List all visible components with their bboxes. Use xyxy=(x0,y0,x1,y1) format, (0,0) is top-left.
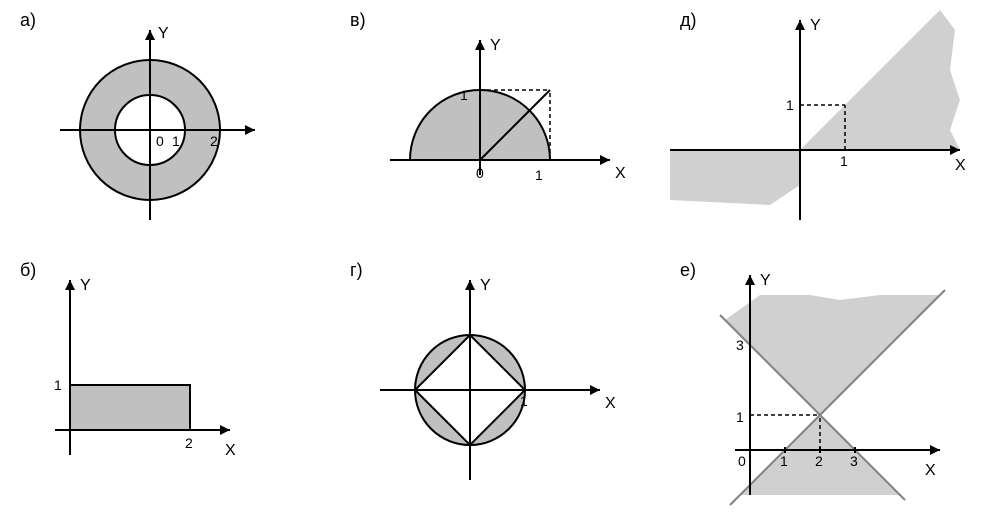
panel-v-figure: X Y 0 1 1 xyxy=(340,10,640,230)
panel-a-label: а) xyxy=(20,10,36,31)
origin-label: 0 xyxy=(738,453,746,469)
y-axis-arrow xyxy=(465,280,475,290)
rect-region xyxy=(70,385,190,430)
x-tick-label: 2 xyxy=(185,435,193,451)
x-tick-label: 1 xyxy=(840,153,848,169)
y-tick-1: 1 xyxy=(736,409,744,425)
y-axis-label: Y xyxy=(490,37,501,54)
panel-e: е) X Y 0 xyxy=(670,260,983,510)
y-axis-label: Y xyxy=(158,25,169,42)
x-axis-label: X xyxy=(225,442,236,459)
y-axis-label: Y xyxy=(80,277,91,294)
origin-label: 0 xyxy=(476,165,484,181)
panel-b-label: б) xyxy=(20,260,36,281)
x-axis-label: X xyxy=(925,462,936,479)
y-axis-label: Y xyxy=(810,17,821,34)
y-tick-label: 1 xyxy=(54,377,62,393)
inner-radius-label: 1 xyxy=(172,133,180,149)
origin-label: 0 xyxy=(156,133,164,149)
x-axis-arrow xyxy=(590,385,600,395)
panel-v-label: в) xyxy=(350,10,366,31)
panel-e-figure: X Y 0 1 2 3 1 3 xyxy=(670,260,980,510)
panel-a: а) X Y 0 1 2 xyxy=(10,10,340,260)
x-axis-label: X xyxy=(955,157,966,174)
y-tick-label: 1 xyxy=(786,97,794,113)
y-axis-arrow xyxy=(745,275,755,285)
x-axis-label: X xyxy=(615,165,626,182)
panel-d-figure: X Y 1 1 xyxy=(670,10,970,240)
y-axis-arrow xyxy=(795,20,805,30)
y-axis-arrow xyxy=(65,280,75,290)
y-tick-label: 1 xyxy=(460,87,468,103)
x-tick-1: 1 xyxy=(780,453,788,469)
panel-a-figure: X Y 0 1 2 xyxy=(10,10,260,240)
x-tick-2: 2 xyxy=(815,453,823,469)
panel-d-label: д) xyxy=(680,10,697,31)
panel-g: г) X Y 1 xyxy=(340,260,670,510)
region-lower-left xyxy=(670,150,800,205)
x-tick-label: 1 xyxy=(535,167,543,183)
y-tick-3: 3 xyxy=(736,337,744,353)
region-upper-right xyxy=(800,10,960,150)
x-tick-3: 3 xyxy=(850,453,858,469)
radius-label: 1 xyxy=(520,393,528,409)
y-axis-arrow xyxy=(145,30,155,40)
panel-v: в) X Y 0 1 1 xyxy=(340,10,670,260)
panel-d: д) X Y 1 1 xyxy=(670,10,983,260)
outer-radius-label: 2 xyxy=(210,133,218,149)
panel-b-figure: X Y 1 2 xyxy=(10,260,260,490)
panel-b: б) X Y 1 2 xyxy=(10,260,340,510)
y-axis-arrow xyxy=(475,40,485,50)
y-axis-label: Y xyxy=(760,272,771,289)
panel-g-figure: X Y 1 xyxy=(340,260,640,490)
x-axis-arrow xyxy=(220,425,230,435)
x-axis-label: X xyxy=(605,395,616,412)
x-axis-arrow xyxy=(245,125,255,135)
panel-g-label: г) xyxy=(350,260,363,281)
y-axis-label: Y xyxy=(480,277,491,294)
x-axis-arrow xyxy=(600,155,610,165)
region-upper xyxy=(725,295,940,415)
panel-e-label: е) xyxy=(680,260,696,281)
x-axis-arrow xyxy=(930,445,940,455)
